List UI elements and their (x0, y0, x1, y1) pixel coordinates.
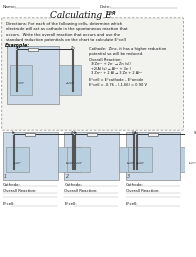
Bar (58, 147, 81, 172)
Text: 3 Zn²⁺ + 2 Al → 3 Zn + 2 Al³⁺: 3 Zn²⁺ + 2 Al → 3 Zn + 2 Al³⁺ (91, 71, 142, 75)
Text: Ag: Ag (134, 131, 139, 135)
Bar (64, 132, 119, 180)
Bar (5, 147, 29, 172)
Text: cell: cell (107, 11, 116, 16)
Text: 1.0 M
SnCl₂: 1.0 M SnCl₂ (189, 162, 195, 164)
Text: Fe: Fe (73, 131, 77, 135)
Text: 1.0 M
AlCl₃: 1.0 M AlCl₃ (17, 82, 24, 85)
Text: Overall Reaction:: Overall Reaction: (3, 189, 36, 193)
Text: 1.0 M
FeCl₂: 1.0 M FeCl₂ (75, 162, 82, 164)
Text: 1.0 M
AgNO₃: 1.0 M AgNO₃ (136, 162, 144, 164)
Text: Zn: Zn (71, 131, 75, 135)
Bar (148, 133, 158, 136)
Text: Overall Reaction:: Overall Reaction: (89, 58, 122, 62)
Bar (25, 133, 35, 136)
Bar (87, 133, 97, 136)
FancyBboxPatch shape (2, 18, 183, 130)
Text: Date:: Date: (99, 5, 111, 9)
Text: 1: 1 (4, 173, 7, 179)
Bar (119, 147, 142, 172)
Bar (181, 147, 196, 172)
Text: Zn: Zn (71, 46, 76, 50)
Text: E°cell:: E°cell: (3, 202, 15, 206)
Text: Directions: For each of the following cells, determine which
electrode will act : Directions: For each of the following ce… (6, 22, 127, 42)
Text: Fe: Fe (12, 131, 16, 135)
Bar (128, 147, 152, 172)
Text: Name:: Name: (3, 5, 17, 9)
Text: Cathode:: Cathode: (3, 183, 21, 187)
Text: 1.0 M
ZnSO₄: 1.0 M ZnSO₄ (65, 162, 73, 164)
Text: 3: 3 (127, 173, 130, 179)
Text: Overall Reaction:: Overall Reaction: (64, 189, 98, 193)
Text: 2: 2 (66, 173, 69, 179)
Text: E°cell:: E°cell: (126, 202, 138, 206)
Text: +2(Al (s) → Al³⁺ + 3e⁻): +2(Al (s) → Al³⁺ + 3e⁻) (91, 67, 131, 70)
Bar (59, 65, 81, 95)
Bar (28, 48, 38, 51)
Text: Cathode:: Cathode: (64, 183, 82, 187)
Text: Calculating E°: Calculating E° (50, 11, 116, 20)
Text: Cathode:: Cathode: (126, 183, 143, 187)
Text: 1.0 M
CuSO₄: 1.0 M CuSO₄ (127, 162, 134, 164)
Text: 1.0 M
FeCl₂: 1.0 M FeCl₂ (14, 162, 21, 164)
Text: Sn: Sn (193, 131, 196, 135)
Text: Cu: Cu (132, 131, 137, 135)
Text: Al: Al (16, 46, 19, 50)
Bar (3, 132, 58, 180)
Text: E°cell = E°cathode – E°anode: E°cell = E°cathode – E°anode (89, 78, 143, 82)
Bar (10, 65, 32, 95)
Bar (7, 46, 59, 104)
Text: 1.0 M
ZnSO₄: 1.0 M ZnSO₄ (66, 82, 74, 84)
Text: 3(Zn²⁺ + 2e⁻ → Zn (s)): 3(Zn²⁺ + 2e⁻ → Zn (s)) (91, 62, 131, 66)
Text: Cathode:  Zinc, it has a higher reduction
potential so will be reduced.: Cathode: Zinc, it has a higher reduction… (89, 47, 166, 56)
Text: E°cell = -0.76 – (-1.66) = 0.90 V: E°cell = -0.76 – (-1.66) = 0.90 V (89, 83, 147, 87)
Bar (67, 147, 90, 172)
Text: Overall Reaction:: Overall Reaction: (126, 189, 159, 193)
Text: E°cell:: E°cell: (64, 202, 77, 206)
Bar (126, 132, 181, 180)
Text: Example:: Example: (5, 43, 30, 48)
